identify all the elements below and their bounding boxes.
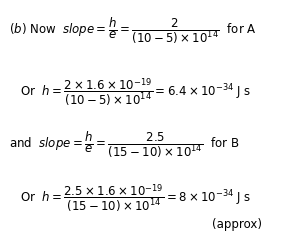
Text: and  $\mathit{slope} = \dfrac{h}{e} = \dfrac{2.5}{(15-10)\times10^{14}}$  for B: and $\mathit{slope} = \dfrac{h}{e} = \df… [9, 130, 239, 160]
Text: (approx): (approx) [212, 218, 262, 231]
Text: Or  $h = \dfrac{2.5\times1.6\times10^{-19}}{(15-10)\times10^{14}} = 8\times10^{-: Or $h = \dfrac{2.5\times1.6\times10^{-19… [20, 182, 251, 215]
Text: Or  $h = \dfrac{2\times1.6\times10^{-19}}{(10-5)\times10^{14}} = 6.4\times10^{-3: Or $h = \dfrac{2\times1.6\times10^{-19}}… [20, 77, 251, 109]
Text: $(b)$ Now  $\mathit{slope} = \dfrac{h}{e} = \dfrac{2}{(10-5)\times10^{14}}$  for: $(b)$ Now $\mathit{slope} = \dfrac{h}{e}… [9, 16, 256, 46]
